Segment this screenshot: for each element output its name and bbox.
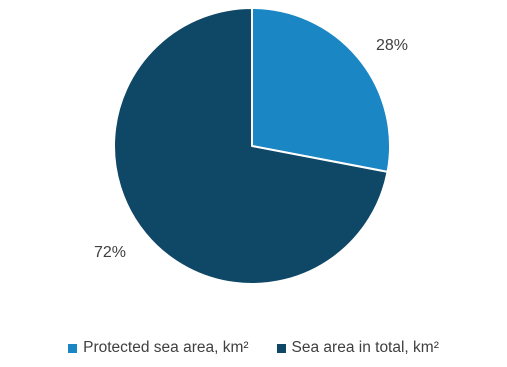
data-label-sea-area-total: 72% — [94, 244, 126, 261]
pie-slice-protected-sea-area — [251, 7, 391, 173]
pie-slice-sea-area-total — [113, 7, 389, 285]
legend-swatch-protected-sea-area — [68, 343, 78, 353]
legend-label-protected-sea-area: Protected sea area, km² — [83, 339, 249, 356]
legend: Protected sea area, km² Sea area in tota… — [0, 338, 507, 358]
data-label-protected-sea-area: 28% — [376, 37, 408, 54]
pie-slices — [113, 7, 391, 285]
legend-swatch-sea-area-total — [276, 343, 286, 353]
legend-item-protected-sea-area: Protected sea area, km² — [68, 339, 249, 357]
legend-item-sea-area-total: Sea area in total, km² — [276, 339, 439, 357]
legend-label-sea-area-total: Sea area in total, km² — [291, 339, 439, 356]
